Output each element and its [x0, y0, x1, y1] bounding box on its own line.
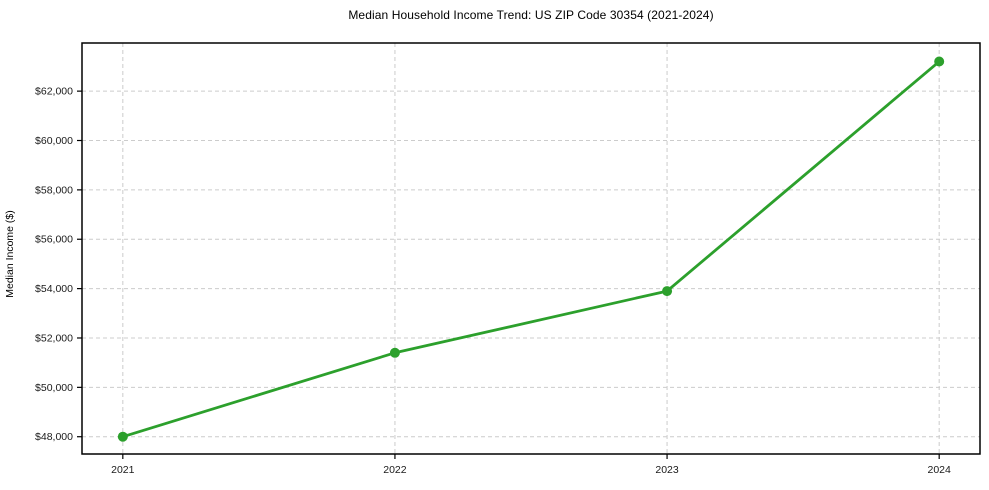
trend-line: [121, 60, 941, 439]
plot-border: [81, 42, 981, 455]
data-point-marker: [389, 347, 400, 358]
y-tick-label: $62,000: [35, 86, 73, 98]
y-tick-label: $58,000: [35, 184, 73, 196]
y-tick-label: $48,000: [35, 431, 73, 443]
x-tick-label: 2023: [655, 464, 679, 476]
y-tick-label: $50,000: [35, 382, 73, 394]
y-tick-label: $60,000: [35, 135, 73, 147]
data-point-marker: [662, 286, 673, 297]
y-tick-label: $56,000: [35, 234, 73, 246]
data-point-marker: [934, 56, 945, 67]
y-tick-label: $52,000: [35, 332, 73, 344]
x-tick-label: 2022: [383, 464, 407, 476]
chart-title: Median Household Income Trend: US ZIP Co…: [348, 8, 714, 22]
data-point-marker: [117, 431, 128, 442]
x-tick-label: 2024: [928, 464, 952, 476]
y-tick-label: $54,000: [35, 283, 73, 295]
x-tick-label: 2021: [111, 464, 135, 476]
